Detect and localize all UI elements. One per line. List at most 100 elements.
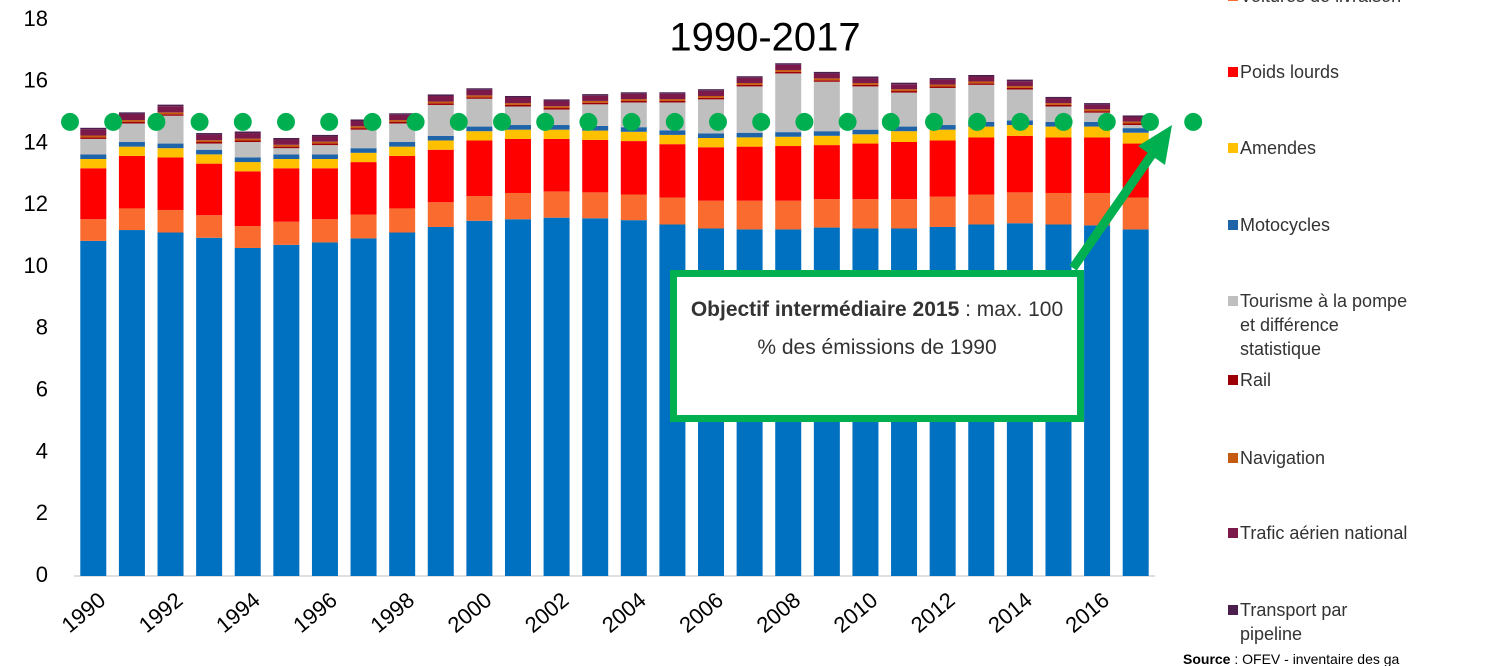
bar-segment [350,126,377,129]
bar-segment [504,97,531,104]
bar-segment [157,114,184,116]
bar-segment [582,100,609,103]
bar-segment [582,130,609,140]
bar-segment [620,92,647,94]
target-dot [1141,112,1159,131]
bar-segment [350,119,377,122]
bar-segment [466,95,493,98]
legend-label: Motocycles [1240,215,1331,235]
bar-segment [466,88,493,90]
annotation-bold: Objectif intermédiaire 2015 [690,298,960,321]
bar-segment [350,162,377,215]
bar-segment [466,89,493,96]
legend-entry: Motocycles [1228,213,1410,237]
x-tick-label: 2012 [906,587,960,638]
target-dot [536,112,555,131]
bar-segment [157,157,184,210]
bar-segment [1045,98,1072,104]
bar-segment [1122,197,1149,230]
target-dot [363,112,382,131]
bar-segment [311,242,338,576]
bar-segment [234,162,261,172]
bar-segment [736,200,763,230]
bar-segment [852,134,879,144]
bar-segment [852,83,879,85]
bar-segment [736,84,763,87]
y-tick-label: 0 [36,562,48,587]
target-dot [925,112,943,131]
bar-segment [1006,87,1033,90]
bar-segment [582,139,609,193]
bar-segment [620,131,647,142]
bar-segment [1084,111,1111,113]
bar-segment [698,90,725,96]
target-dot [493,112,511,131]
x-tick-label: 1990 [57,587,111,638]
bar-segment [891,89,918,92]
target-dot [968,112,987,131]
bar-segment [813,131,840,136]
bar-segment [157,148,184,158]
target-dot [449,112,468,131]
bar-segment [852,76,879,79]
bar-segment [157,143,184,149]
bar-segment [775,71,802,74]
bar-segment [234,157,261,163]
bar-segment [698,95,725,98]
target-dot [1184,112,1203,131]
bar-segment [80,127,107,130]
bar-segment [1045,103,1072,105]
bar-segment [1045,137,1072,193]
bar-segment [504,192,531,220]
y-tick-label: 16 [24,68,48,93]
bar-segment [659,134,686,145]
bar-segment [698,200,725,229]
bar-segment [427,95,454,102]
bar-segment [389,123,416,143]
legend-swatch [1228,143,1238,153]
bar-segment [427,94,454,96]
bar-segment [427,103,454,105]
bar-segment [620,194,647,221]
bar-segment [698,89,725,91]
bar-segment [427,226,454,576]
bar-segment [736,146,763,201]
bar-segment [311,136,338,142]
bar-segment [620,100,647,103]
bar-segment [504,138,531,193]
bar-segment [504,125,531,130]
bar-segment [968,83,995,85]
legend-swatch [1228,67,1238,77]
bar-segment [813,80,840,82]
bar-segment [234,171,261,227]
bar-segment [311,145,338,155]
bar-segment [466,131,493,141]
bar-segment [427,101,454,104]
bar-segment [1084,104,1111,110]
bar-segment [1122,132,1149,144]
bar-segment [273,139,300,145]
x-tick-label: 2008 [752,587,806,638]
bar-segment [929,140,956,197]
x-tick-label: 2000 [443,587,497,638]
bar-segment [852,143,879,200]
x-tick-label: 2016 [1060,587,1114,638]
bar-segment [543,108,570,110]
target-dot [233,112,252,131]
bar-segment [389,113,416,115]
target-dot [622,112,641,131]
bar-segment [273,154,300,159]
bar-segment [504,95,531,98]
legend-entry: Trafic aérien national [1228,521,1410,545]
bar-segment [80,219,107,241]
bar-segment [427,202,454,227]
bar-segment [659,93,686,100]
bar-segment [1006,81,1033,87]
y-tick-label: 12 [24,191,48,216]
bar-segment [968,137,995,195]
bar-segment [234,142,261,158]
bar-segment [118,142,145,147]
bar-segment [543,217,570,576]
bar-segment [196,215,223,238]
